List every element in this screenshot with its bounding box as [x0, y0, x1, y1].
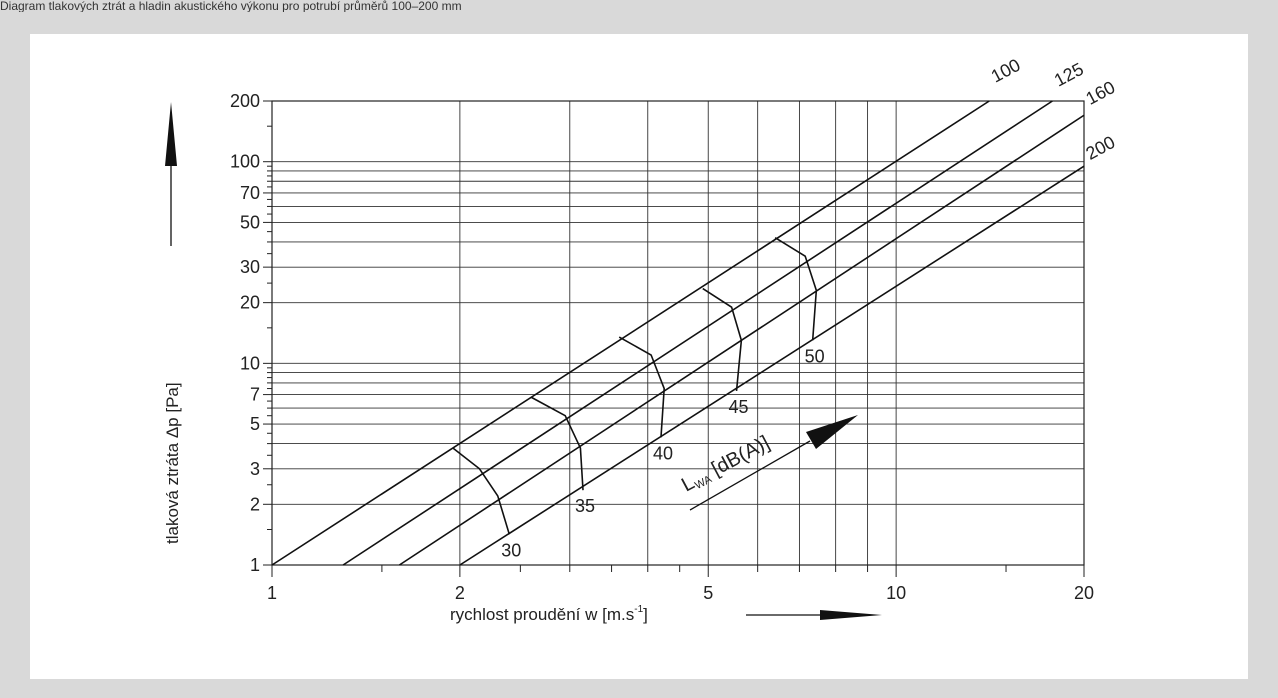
x-tick-label: 20 [1074, 583, 1094, 603]
series-label-200: 200 [1082, 132, 1118, 164]
noise-curves: 30 35 40 45 50 [452, 236, 825, 560]
y-axis-label: tlaková ztráta Δp [Pa] [163, 382, 182, 544]
noise-curve-35 [530, 396, 584, 491]
x-tick-label: 5 [703, 583, 713, 603]
series-line-125 [342, 100, 1053, 566]
noise-curve-50 [774, 236, 818, 341]
x-axis-arrow-head [820, 610, 882, 620]
noise-curve-label-40: 40 [653, 443, 673, 463]
lwa-arrow-head [806, 415, 858, 449]
x-axis-label: rychlost proudění w [m.s-1] [450, 604, 648, 624]
top-caption-strip: Diagram tlakových ztrát a hladin akustic… [0, 0, 1278, 12]
noise-curve-label-45: 45 [729, 397, 749, 417]
noise-curve-30 [452, 447, 511, 535]
series-label-100: 100 [988, 55, 1024, 87]
y-tick-label: 20 [240, 293, 260, 313]
series-line-200 [459, 165, 1085, 566]
lwa-arrow-shaft [689, 440, 811, 511]
y-tick-label: 1 [250, 555, 260, 575]
y-tick-label: 70 [240, 183, 260, 203]
y-tick-label: 2 [250, 494, 260, 514]
y-tick-label: 7 [250, 385, 260, 405]
grid [272, 101, 1084, 565]
y-tick-label: 100 [230, 152, 260, 172]
y-tick-label: 10 [240, 353, 260, 373]
y-tick-label: 50 [240, 212, 260, 232]
x-tick-label: 10 [886, 583, 906, 603]
chart-panel: 1 2 3 5 7 10 20 30 50 70 100 200 1 2 5 10 20 100 125 160 20… [30, 34, 1248, 679]
series-label-125: 125 [1051, 59, 1087, 91]
y-axis-arrow-head [165, 102, 177, 166]
y-tick-label: 3 [250, 459, 260, 479]
noise-curve-label-50: 50 [805, 346, 825, 366]
x-tick-label: 1 [267, 583, 277, 603]
y-tick-label: 30 [240, 257, 260, 277]
top-caption-text: Diagram tlakových ztrát a hladin akustic… [0, 0, 462, 12]
series-line-100 [271, 100, 990, 566]
plot-frame [271, 100, 1085, 566]
y-tick-label: 5 [250, 414, 260, 434]
noise-curve-40 [618, 336, 666, 438]
noise-curve-45 [702, 287, 743, 391]
noise-curve-label-30: 30 [501, 540, 521, 560]
y-tick-label: 200 [230, 91, 260, 111]
noise-curve-label-35: 35 [575, 496, 595, 516]
x-tick-label: 2 [455, 583, 465, 603]
series-label-160: 160 [1082, 77, 1118, 109]
axis-ticks [263, 100, 1085, 577]
lwa-label: LWA [dB(A)] [678, 432, 774, 497]
